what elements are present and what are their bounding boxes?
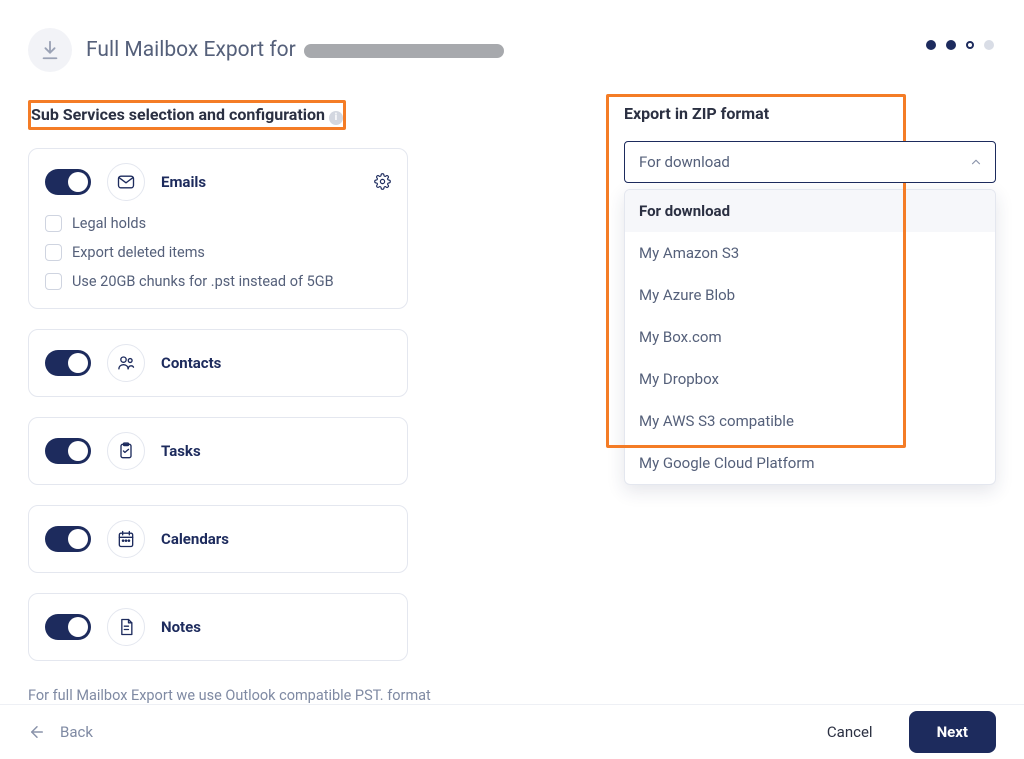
service-label-tasks: Tasks	[161, 442, 201, 460]
page-footer: Back Cancel Next	[0, 704, 1024, 759]
back-button[interactable]: Back	[28, 723, 93, 741]
checkbox-label: Export deleted items	[72, 244, 205, 261]
service-row-calendars: Calendars	[29, 506, 407, 572]
checkbox-legal-holds[interactable]: Legal holds	[45, 215, 391, 232]
dropdown-option-s3-compatible[interactable]: My AWS S3 compatible	[625, 400, 995, 442]
service-row-contacts: Contacts	[29, 330, 407, 396]
checkbox-icon	[45, 244, 62, 261]
back-label: Back	[60, 723, 93, 741]
step-3-current	[966, 41, 974, 49]
export-destination-select[interactable]: For download	[624, 141, 996, 183]
checkbox-icon	[45, 215, 62, 232]
mail-icon	[107, 163, 145, 201]
dropdown-option-amazon-s3[interactable]: My Amazon S3	[625, 232, 995, 274]
dropdown-option-azure-blob[interactable]: My Azure Blob	[625, 274, 995, 316]
dropdown-option-gcp[interactable]: My Google Cloud Platform	[625, 442, 995, 484]
cancel-button[interactable]: Cancel	[809, 713, 891, 751]
sub-services-title-text: Sub Services selection and configuration	[31, 105, 325, 124]
service-card-calendars: Calendars	[28, 505, 408, 573]
service-label-emails: Emails	[161, 173, 206, 191]
toggle-tasks[interactable]	[45, 438, 91, 464]
contacts-icon	[107, 344, 145, 382]
notes-icon	[107, 608, 145, 646]
toggle-contacts[interactable]	[45, 350, 91, 376]
calendar-icon	[107, 520, 145, 558]
emails-options: Legal holds Export deleted items Use 20G…	[29, 215, 407, 308]
download-icon	[28, 28, 72, 72]
page-header: Full Mailbox Export for	[0, 0, 1024, 72]
step-2	[946, 40, 956, 50]
checkbox-20gb-chunks[interactable]: Use 20GB chunks for .pst instead of 5GB	[45, 273, 391, 290]
toggle-notes[interactable]	[45, 614, 91, 640]
tasks-icon	[107, 432, 145, 470]
step-4	[984, 40, 994, 50]
dropdown-option-box[interactable]: My Box.com	[625, 316, 995, 358]
sub-services-title: Sub Services selection and configuration…	[28, 100, 346, 130]
service-label-contacts: Contacts	[161, 354, 221, 372]
left-column: Sub Services selection and configuration…	[28, 100, 588, 704]
service-row-emails: Emails	[29, 149, 407, 215]
page: Full Mailbox Export for Sub Services sel…	[0, 0, 1024, 759]
toggle-emails[interactable]	[45, 169, 91, 195]
service-card-emails: Emails Legal holds	[28, 148, 408, 309]
service-row-notes: Notes	[29, 594, 407, 660]
dropdown-option-dropbox[interactable]: My Dropbox	[625, 358, 995, 400]
next-button[interactable]: Next	[909, 711, 996, 753]
page-title: Full Mailbox Export for	[86, 38, 504, 62]
arrow-left-icon	[28, 723, 46, 741]
chevron-up-icon	[969, 155, 983, 169]
progress-stepper	[926, 40, 994, 50]
info-icon[interactable]: i	[329, 111, 343, 125]
service-label-calendars: Calendars	[161, 530, 229, 548]
right-column: Export in ZIP format For download For do…	[588, 100, 996, 704]
checkbox-icon	[45, 273, 62, 290]
service-label-notes: Notes	[161, 618, 201, 636]
select-value: For download	[639, 153, 730, 171]
service-card-contacts: Contacts	[28, 329, 408, 397]
toggle-calendars[interactable]	[45, 526, 91, 552]
footnote-text: For full Mailbox Export we use Outlook c…	[28, 687, 588, 704]
gear-icon[interactable]	[373, 173, 391, 191]
service-card-notes: Notes	[28, 593, 408, 661]
checkbox-export-deleted[interactable]: Export deleted items	[45, 244, 391, 261]
dropdown-option-for-download[interactable]: For download	[625, 190, 995, 232]
email-redacted	[304, 44, 504, 58]
service-row-tasks: Tasks	[29, 418, 407, 484]
page-body: Sub Services selection and configuration…	[0, 72, 1024, 704]
step-1	[926, 40, 936, 50]
export-title: Export in ZIP format	[624, 100, 996, 127]
checkbox-label: Legal holds	[72, 215, 146, 232]
checkbox-label: Use 20GB chunks for .pst instead of 5GB	[72, 273, 334, 290]
page-title-prefix: Full Mailbox Export for	[86, 38, 296, 62]
export-destination-dropdown: For download My Amazon S3 My Azure Blob …	[624, 189, 996, 485]
service-cards: Emails Legal holds	[28, 148, 588, 661]
service-card-tasks: Tasks	[28, 417, 408, 485]
